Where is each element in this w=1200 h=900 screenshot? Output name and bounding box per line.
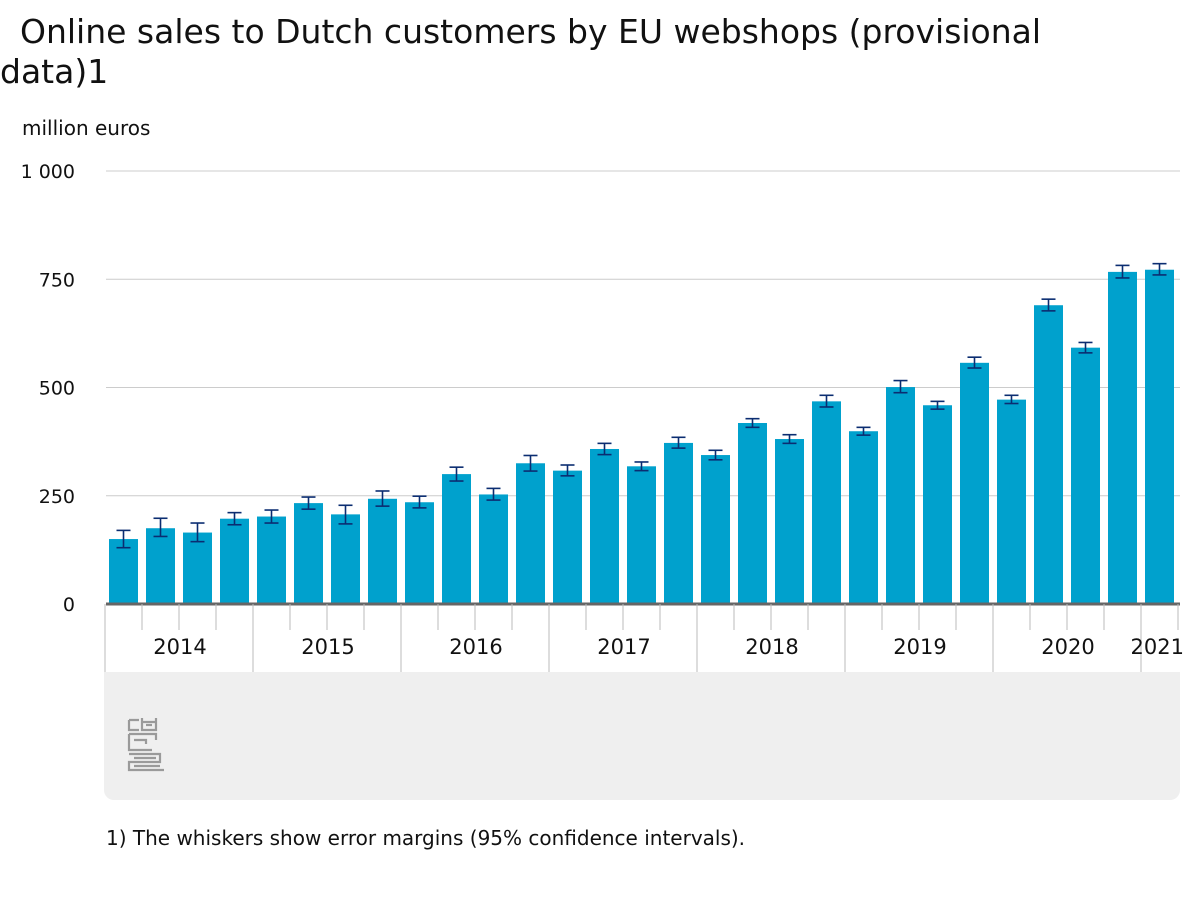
error-whisker bbox=[338, 504, 353, 525]
x-year-label: 2014 bbox=[153, 635, 206, 659]
error-whisker bbox=[227, 511, 242, 526]
error-whisker bbox=[597, 442, 612, 456]
bar bbox=[701, 455, 730, 604]
bar bbox=[738, 423, 767, 604]
bar bbox=[1145, 269, 1174, 604]
error-whisker bbox=[1004, 394, 1019, 405]
footnote: 1) The whiskers show error margins (95% … bbox=[106, 826, 746, 850]
bar bbox=[960, 362, 989, 604]
bar bbox=[405, 502, 434, 604]
bars bbox=[109, 269, 1174, 604]
error-whisker bbox=[634, 461, 649, 472]
x-year-label: 2021 bbox=[1131, 635, 1184, 659]
error-whisker bbox=[1115, 264, 1130, 279]
x-year-label: 2019 bbox=[893, 635, 946, 659]
error-whisker bbox=[449, 466, 464, 482]
y-tick-label: 1 000 bbox=[21, 161, 75, 183]
bar bbox=[590, 448, 619, 604]
bar bbox=[1071, 347, 1100, 604]
error-whisker bbox=[671, 436, 686, 449]
error-whisker bbox=[856, 426, 871, 436]
bar bbox=[479, 494, 508, 604]
bar bbox=[664, 442, 693, 604]
bar bbox=[812, 401, 841, 604]
bar bbox=[923, 405, 952, 604]
x-year-label: 2015 bbox=[301, 635, 354, 659]
error-whisker bbox=[745, 417, 760, 429]
x-year-label: 2017 bbox=[597, 635, 650, 659]
y-tick-label: 0 bbox=[63, 594, 75, 616]
error-whisker bbox=[116, 529, 131, 549]
y-tick-label: 750 bbox=[39, 269, 75, 291]
bar bbox=[294, 503, 323, 604]
bar bbox=[1034, 305, 1063, 604]
bar bbox=[183, 532, 212, 604]
error-whiskers bbox=[116, 262, 1167, 549]
error-whisker bbox=[523, 454, 538, 472]
bar bbox=[886, 387, 915, 604]
error-whisker bbox=[1041, 298, 1056, 312]
bar bbox=[553, 470, 582, 604]
y-tick-label: 500 bbox=[39, 378, 75, 400]
error-whisker bbox=[1152, 262, 1167, 276]
error-whisker bbox=[190, 522, 205, 543]
bar bbox=[442, 474, 471, 604]
error-whisker bbox=[412, 495, 427, 509]
bar bbox=[368, 498, 397, 604]
bar bbox=[775, 439, 804, 604]
error-whisker bbox=[486, 487, 501, 501]
error-whisker bbox=[375, 490, 390, 507]
bar bbox=[146, 528, 175, 604]
x-year-label: 2020 bbox=[1041, 635, 1094, 659]
bar bbox=[331, 514, 360, 604]
y-axis-tick-labels: 0 250 500 750 1 000 bbox=[21, 161, 75, 616]
bar bbox=[997, 399, 1026, 604]
x-year-label: 2018 bbox=[745, 635, 798, 659]
source-panel bbox=[104, 672, 1180, 800]
chart-title: Online sales to Dutch customers by EU we… bbox=[0, 12, 1042, 91]
error-whisker bbox=[1078, 341, 1093, 354]
bar bbox=[516, 463, 545, 604]
error-whisker bbox=[930, 400, 945, 410]
bar-chart: 0 250 500 750 1 000 2014 2015 2016 2017 2018 2019… bbox=[21, 161, 1184, 672]
error-whisker bbox=[560, 464, 575, 477]
error-whisker bbox=[893, 379, 908, 394]
error-whisker bbox=[819, 394, 834, 408]
error-whisker bbox=[153, 517, 168, 538]
bar bbox=[257, 516, 286, 604]
error-whisker bbox=[967, 356, 982, 369]
bar bbox=[1108, 271, 1137, 604]
error-whisker bbox=[708, 449, 723, 461]
bar bbox=[109, 539, 138, 604]
cbs-logo-icon bbox=[126, 716, 166, 778]
error-whisker bbox=[301, 496, 316, 510]
bar bbox=[849, 431, 878, 604]
error-whisker bbox=[782, 433, 797, 445]
y-tick-label: 250 bbox=[39, 486, 75, 508]
error-whisker bbox=[264, 509, 279, 524]
y-axis-unit-label: million euros bbox=[22, 116, 151, 140]
bar bbox=[627, 466, 656, 604]
bar bbox=[220, 518, 249, 604]
x-year-label: 2016 bbox=[449, 635, 502, 659]
x-axis: 2014 2015 2016 2017 2018 2019 2020 2021 bbox=[104, 602, 1184, 672]
